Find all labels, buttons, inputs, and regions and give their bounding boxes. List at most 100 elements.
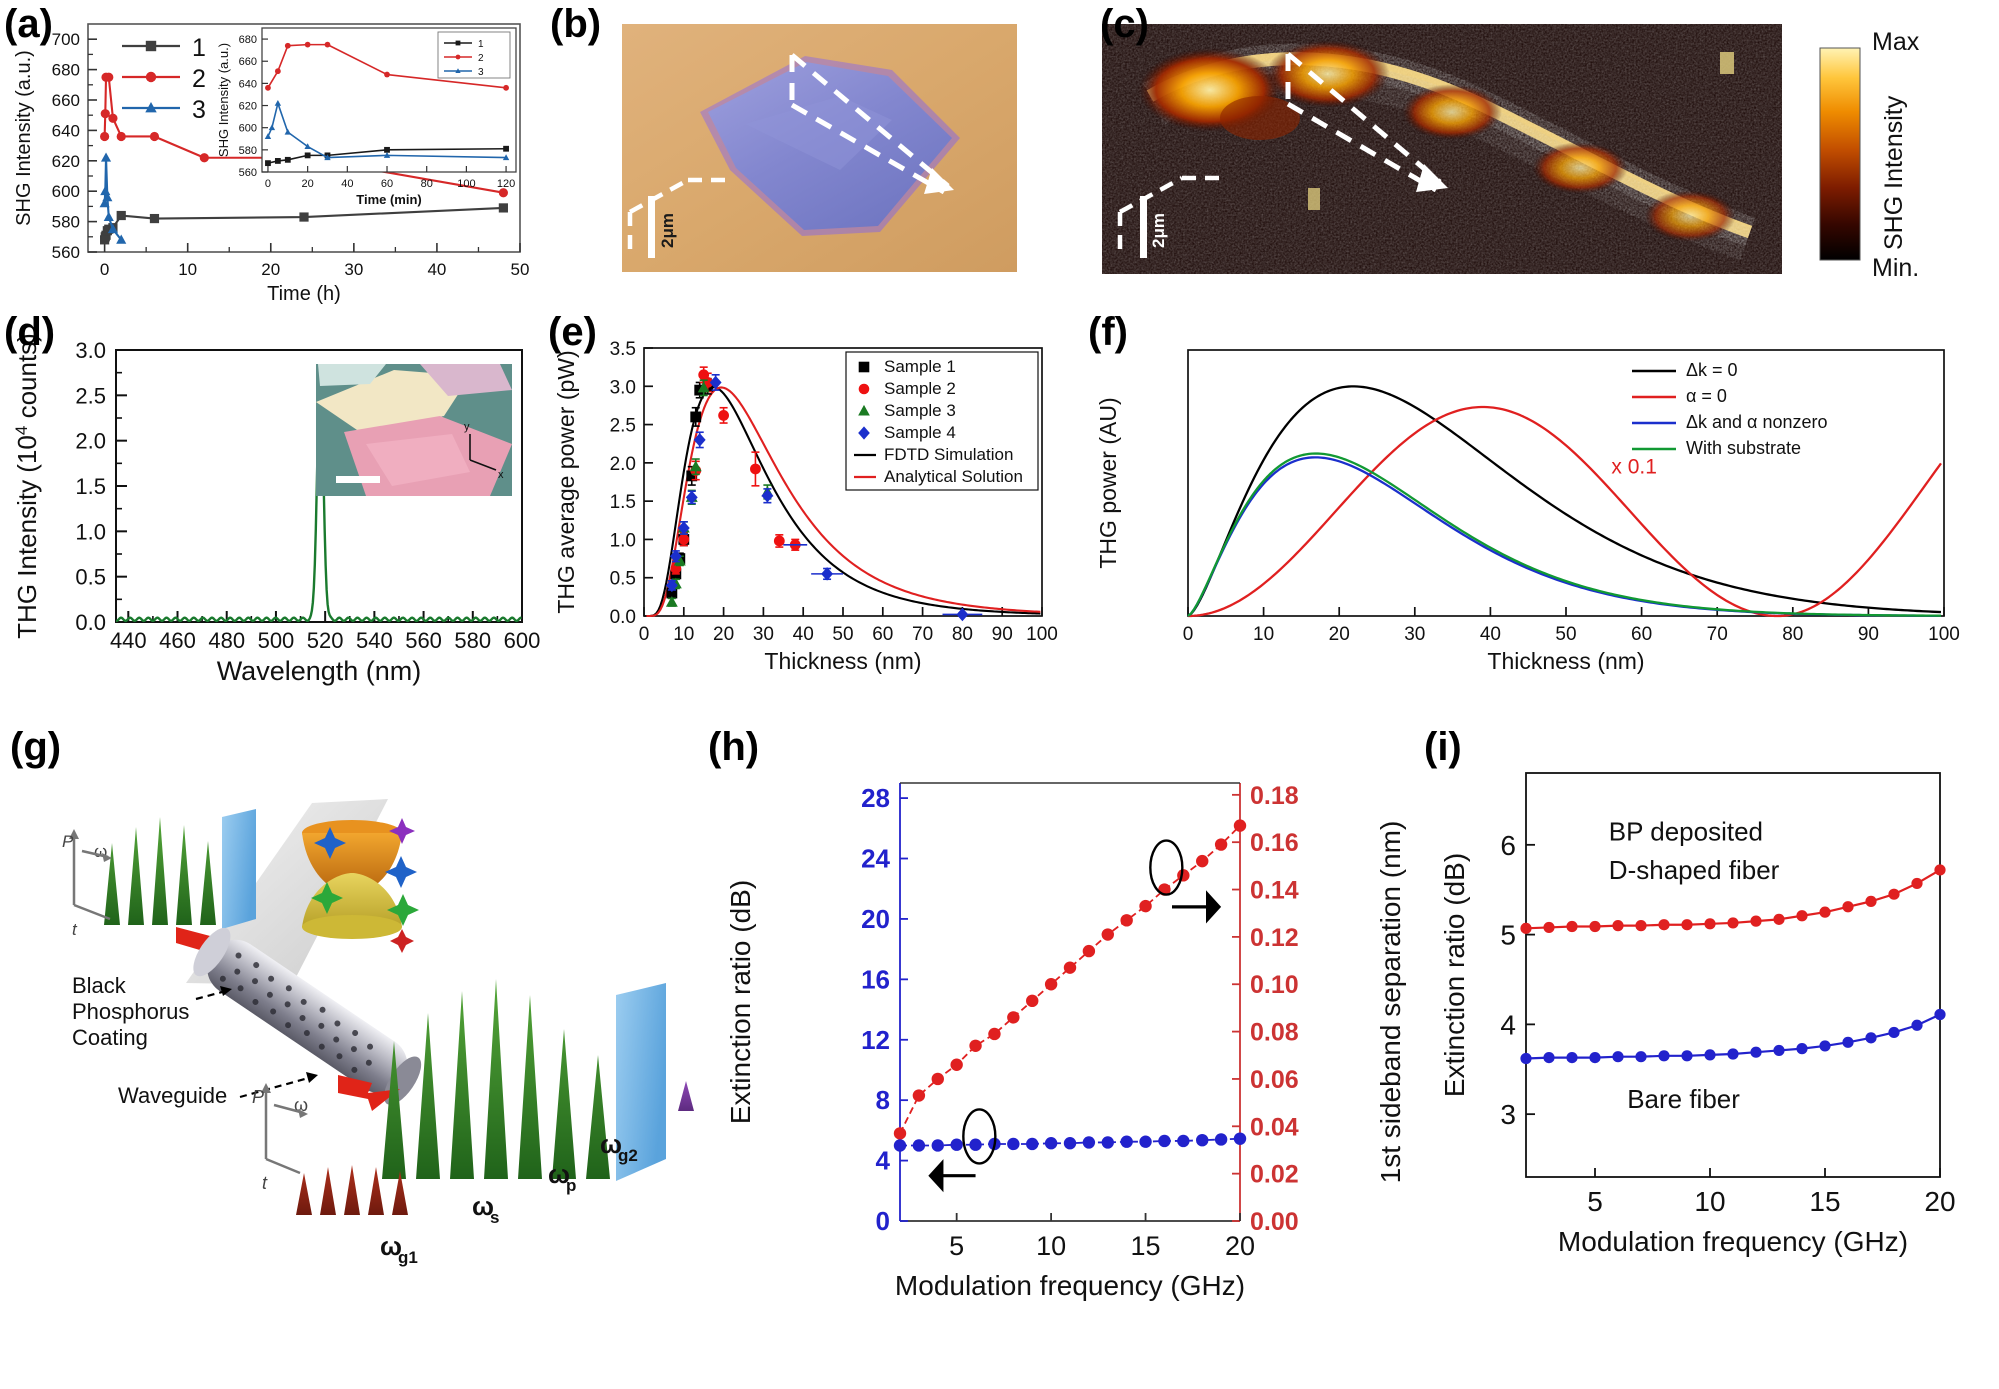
x-tick-label: 50 bbox=[1555, 624, 1576, 645]
inset-legend-marker bbox=[455, 40, 461, 46]
omega-p-sub: p bbox=[566, 1176, 576, 1195]
x-tick-label: 60 bbox=[1631, 624, 1652, 645]
panel-f: (f) 0 10 20 30 40 50 60 70 80 90 100 Thickness (nm)… bbox=[1080, 310, 1999, 715]
x-tick-label: 15 bbox=[1131, 1231, 1161, 1261]
series-Sample 4-marker bbox=[761, 489, 774, 503]
right-y-tick-label: 0.00 bbox=[1250, 1208, 1299, 1236]
inset-legend-label: 1 bbox=[478, 39, 484, 50]
series-Extinction ratio-marker bbox=[912, 1139, 926, 1152]
axis-p-label-upper: P bbox=[62, 832, 74, 851]
y-tick-label: 2.0 bbox=[75, 429, 106, 454]
series-Bare fiber-marker bbox=[1750, 1046, 1762, 1058]
y-tick-label: 560 bbox=[52, 243, 80, 262]
inset-x-tick-label: 80 bbox=[421, 178, 433, 190]
panel-h-label: (h) bbox=[708, 725, 760, 769]
inset-series-marker bbox=[274, 68, 281, 75]
inset-series-marker bbox=[265, 84, 271, 91]
right-y-tick-label: 0.02 bbox=[1250, 1161, 1299, 1189]
panel-c-scalebar-label: 2μm bbox=[1149, 213, 1168, 248]
bp-label-line1: BP deposited bbox=[1609, 816, 1763, 846]
y-tick-label: 3.5 bbox=[610, 339, 636, 360]
inset-series-marker bbox=[384, 146, 390, 153]
x-tick-label: 10 bbox=[1694, 1186, 1725, 1217]
series-Bare fiber-marker bbox=[1520, 1052, 1532, 1065]
left-y-axis-label: Extinction ratio (dB) bbox=[725, 880, 756, 1124]
legend-marker bbox=[858, 361, 870, 373]
panel-i-label: (i) bbox=[1424, 725, 1462, 769]
series-1st sideband separation-marker bbox=[1063, 961, 1077, 974]
series-BP deposited D-shaped fiber-marker bbox=[1589, 920, 1601, 933]
series-BP deposited D-shaped fiber-marker bbox=[1704, 918, 1716, 930]
panel-f-label: (f) bbox=[1088, 310, 1128, 354]
series-Extinction ratio-marker bbox=[950, 1138, 963, 1151]
legend-marker bbox=[858, 383, 870, 395]
bp-label-line2: D-shaped fiber bbox=[1609, 855, 1780, 885]
inset-y-tick-label: 620 bbox=[239, 101, 257, 113]
x-tick-label: 540 bbox=[356, 628, 393, 653]
x-axis-label: Thickness (nm) bbox=[1487, 648, 1644, 674]
y-tick-label: 1.5 bbox=[75, 474, 106, 499]
inset-x-axis-label: Time (min) bbox=[356, 192, 422, 207]
inset-legend-marker bbox=[455, 54, 461, 60]
axis-t-label-upper: t bbox=[72, 920, 78, 939]
x-tick-label: 90 bbox=[992, 624, 1013, 645]
series-Sample 2-marker bbox=[773, 535, 785, 547]
series-Extinction ratio-marker bbox=[893, 1139, 907, 1152]
series-Sample 4-marker bbox=[669, 549, 682, 564]
panel-b-micrograph: 2μm bbox=[622, 24, 1017, 272]
y-tick-label: 0.5 bbox=[610, 569, 636, 590]
series-1st sideband separation-marker bbox=[1120, 914, 1133, 927]
omega-g1-label: ω bbox=[380, 1231, 402, 1261]
series-1st sideband separation-marker bbox=[1026, 994, 1039, 1008]
omega-g2-sub: g2 bbox=[618, 1146, 638, 1165]
colorbar-max-label: Max bbox=[1872, 28, 1920, 56]
panel-h-chart: 0 4 8 12 16 20 24 28 0.00 0.02 0.04 0.06 0.08 0.10 0.1… bbox=[725, 782, 1406, 1301]
curve-alpha-zero bbox=[1187, 405, 1942, 618]
x-axis-label: Time (h) bbox=[267, 283, 341, 305]
legend-box bbox=[845, 351, 1039, 491]
inset-series-marker bbox=[284, 42, 291, 49]
inset-x-tick-label: 20 bbox=[302, 178, 314, 190]
series-3-marker bbox=[100, 152, 112, 162]
series-1st sideband separation-marker bbox=[1196, 854, 1209, 868]
omega-s-sub: s bbox=[490, 1208, 499, 1227]
series-2-marker bbox=[108, 113, 118, 123]
inset-y-tick-label: 560 bbox=[239, 167, 257, 179]
series-BP deposited D-shaped fiber-marker bbox=[1796, 910, 1808, 922]
panel-a-inset-legend: 1 2 3 bbox=[437, 31, 511, 79]
series-Bare fiber-marker bbox=[1681, 1050, 1693, 1062]
panel-e-label: (e) bbox=[548, 310, 597, 354]
inset-y-tick-label: 660 bbox=[239, 56, 257, 68]
panel-b-label: (b) bbox=[550, 2, 602, 46]
series-Extinction ratio-marker bbox=[1007, 1137, 1020, 1151]
panel-e-chart: 0.0 0.5 1.0 1.5 2.0 2.5 3.0 3.5 0 10 20 30 40 50 60 70 8… bbox=[553, 339, 1058, 674]
colorbar-title: SHG Intensity bbox=[1880, 95, 1908, 250]
x-tick-label: 580 bbox=[454, 628, 491, 653]
panel-d-label: (d) bbox=[4, 310, 56, 354]
panel-h-plot: 0 4 8 12 16 20 24 28 0.00 0.02 0.04 0.06 0.08 0.10 0.1… bbox=[725, 782, 1406, 1301]
x-axis-label: Modulation frequency (GHz) bbox=[1558, 1226, 1908, 1257]
series-1st sideband separation-marker bbox=[1233, 819, 1247, 832]
right-y-tick-label: 0.10 bbox=[1250, 971, 1299, 999]
x-tick-label: 40 bbox=[1480, 624, 1501, 645]
x-tick-label: 440 bbox=[110, 628, 147, 653]
series-1st sideband separation-marker bbox=[1101, 928, 1114, 941]
series-2-marker bbox=[199, 153, 209, 163]
x-tick-label: 10 bbox=[178, 260, 197, 279]
y-tick-label: 0.5 bbox=[75, 565, 106, 590]
inset-series-marker bbox=[503, 84, 509, 91]
omega-g2-label: ω bbox=[600, 1129, 622, 1159]
inset-series-3-line bbox=[267, 102, 507, 159]
inset-y-tick-label: 600 bbox=[239, 123, 257, 135]
panel-d: (d) 0.0 0.5 1.0 1.5 2.0 2.5 3.0 440 460 480 500 520… bbox=[0, 310, 540, 715]
series-Sample 3-marker bbox=[697, 381, 710, 393]
series-Extinction ratio-marker bbox=[1026, 1137, 1039, 1151]
series-3-marker bbox=[99, 198, 110, 208]
series-Bare fiber-marker bbox=[1727, 1048, 1739, 1060]
legend-label-0: Sample 1 bbox=[884, 357, 956, 376]
panel-a-inset: 560 580 600 620 640 660 680 0 20 40 60 80 100 120 Time… bbox=[216, 27, 517, 207]
bare-fiber-label: Bare fiber bbox=[1627, 1084, 1740, 1114]
series-Sample 4-marker bbox=[685, 490, 698, 505]
x-tick-label: 30 bbox=[753, 624, 774, 645]
legend-label-3: With substrate bbox=[1686, 438, 1801, 458]
